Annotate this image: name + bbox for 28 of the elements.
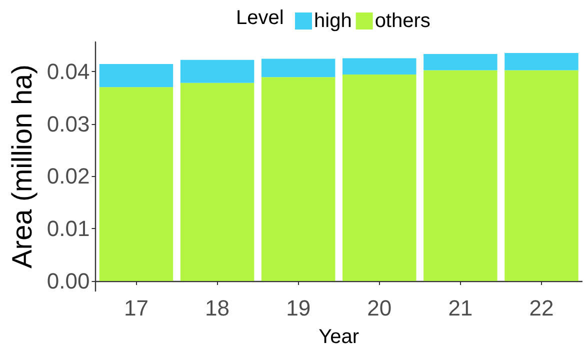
bar	[99, 64, 174, 88]
legend-title: Level	[236, 7, 284, 29]
x-tick-label: 20	[367, 296, 392, 320]
bar	[261, 77, 336, 282]
x-tick-label: 21	[448, 296, 473, 320]
y-tick-label: 0.02	[46, 164, 90, 189]
bar	[342, 58, 416, 74]
legend-label: high	[314, 10, 352, 32]
bar	[261, 58, 336, 78]
bar	[504, 53, 578, 70]
x-tick-label: 17	[124, 296, 148, 320]
legend-label: others	[374, 10, 430, 32]
bar	[180, 82, 254, 282]
bar	[99, 87, 174, 282]
x-tick-label: 18	[205, 296, 230, 320]
y-tick-label: 0.04	[46, 58, 90, 84]
bar	[180, 60, 254, 83]
bar	[424, 54, 498, 70]
x-tick-label: 22	[529, 296, 554, 320]
x-tick-label: 19	[286, 296, 311, 320]
y-axis-title: Area (million ha)	[6, 64, 38, 268]
bar	[504, 70, 578, 282]
bar	[342, 74, 416, 282]
y-tick-label: 0.00	[46, 268, 90, 294]
y-tick-label: 0.01	[46, 216, 90, 242]
y-tick-label: 0.03	[46, 111, 90, 136]
x-axis-title: Year	[318, 326, 360, 348]
bar	[424, 70, 498, 282]
